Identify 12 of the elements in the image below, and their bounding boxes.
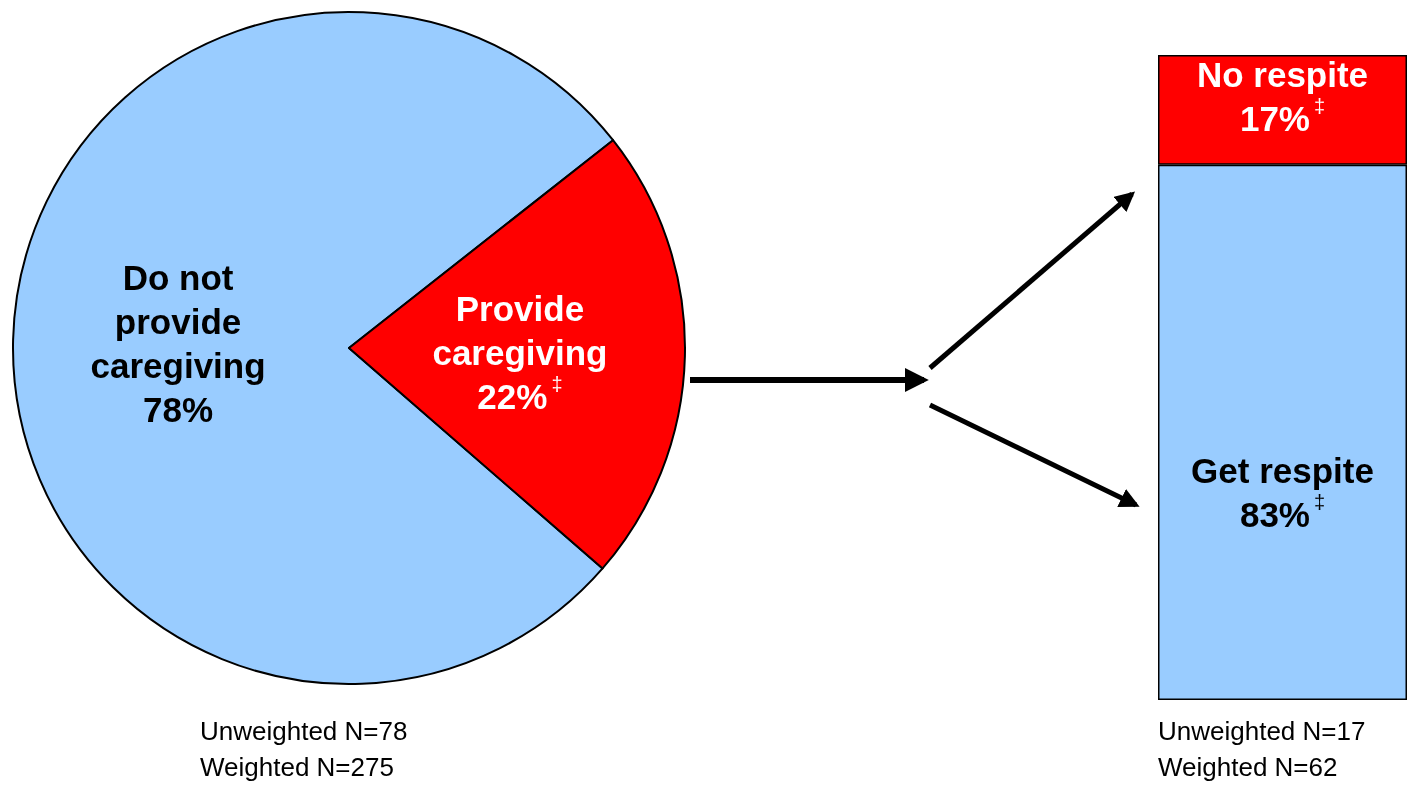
series-label: No respite [1196, 54, 1369, 94]
text: Weighted N=62 [1158, 752, 1338, 782]
data-label: 22%‡ [477, 373, 563, 416]
text: Unweighted N=17 [1158, 716, 1366, 746]
text: Unweighted N=78 [200, 716, 408, 746]
data-label: 83%‡ [1239, 491, 1326, 534]
slice-label: Provide caregiving [432, 288, 608, 372]
data-label: 17%‡ [1239, 95, 1326, 138]
data-label: 78% [143, 390, 214, 430]
text: Weighted N=275 [200, 752, 394, 782]
slice-label: Do not provide caregiving [90, 258, 266, 386]
series-label: Get respite [1191, 450, 1374, 490]
